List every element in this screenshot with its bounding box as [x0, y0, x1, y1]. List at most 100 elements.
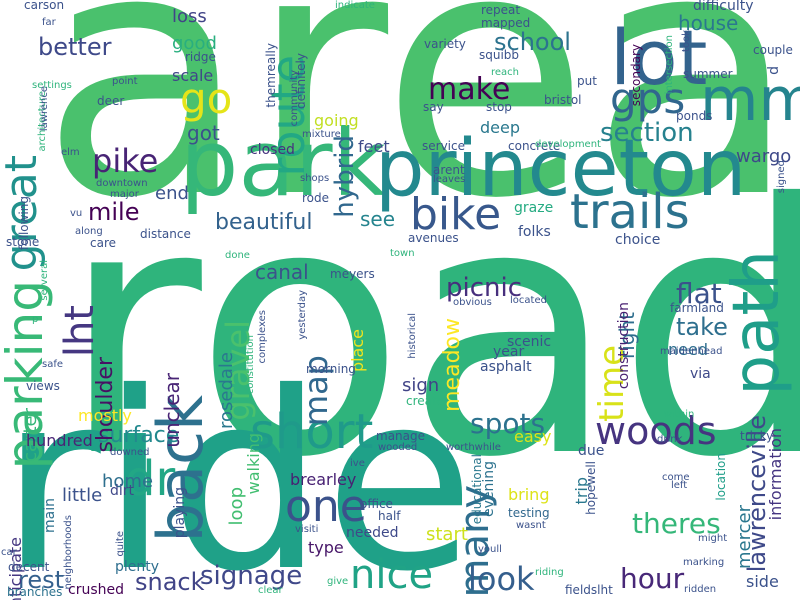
- word-marking: marking: [683, 557, 725, 568]
- word-hybrid: hybrid: [330, 135, 360, 218]
- word-far: far: [42, 17, 56, 28]
- word-obvious: obvious: [453, 297, 492, 308]
- word-neighborhoods: neighborhoods: [63, 515, 74, 590]
- word-vu: vu: [70, 208, 83, 219]
- word-half: half: [378, 509, 401, 523]
- word-mile: mile: [88, 198, 140, 226]
- word-mapped: mapped: [481, 16, 531, 30]
- word-riding: riding: [535, 567, 564, 578]
- word-car: car: [1, 547, 17, 558]
- word-branches: branches: [7, 585, 63, 599]
- word-might: might: [698, 533, 728, 544]
- word-beautiful: beautiful: [215, 210, 313, 235]
- word-rode: rode: [302, 191, 330, 205]
- word-need: need: [668, 340, 708, 359]
- word-intersection: intersection: [664, 35, 675, 95]
- word-come: come: [662, 472, 690, 483]
- word-brearley: brearley: [290, 470, 357, 489]
- word-indicate: indicate: [335, 0, 375, 11]
- word-park: park: [180, 110, 386, 217]
- word-year: year: [493, 344, 525, 360]
- word-wooded: wooded: [378, 442, 418, 453]
- word-point: point: [112, 76, 138, 87]
- word-along: along: [75, 226, 103, 237]
- word-morning: morning: [306, 362, 356, 376]
- word-construction: construction: [616, 302, 632, 390]
- word-main: main: [42, 498, 58, 533]
- word-path: path: [720, 250, 794, 396]
- word-major: major: [110, 189, 139, 200]
- word-youll: youll: [478, 544, 502, 555]
- word-take: take: [676, 313, 728, 341]
- word-wasnt: wasnt: [516, 520, 546, 531]
- word-constitution: constitution: [245, 335, 256, 395]
- word-downtown: downtown: [96, 178, 148, 189]
- word-start: start: [426, 524, 468, 545]
- word-road: road: [60, 132, 800, 533]
- word-look: look: [468, 560, 535, 598]
- word-visiti: visiti: [295, 524, 319, 535]
- word-signage: signage: [200, 561, 303, 591]
- word-repeat: repeat: [481, 3, 521, 17]
- word-carson: carson: [24, 0, 65, 12]
- word-make: make: [428, 72, 511, 107]
- word-wargo: wargo: [736, 146, 792, 167]
- word-easy: easy: [514, 427, 552, 446]
- word-pike: pike: [92, 142, 159, 180]
- word-signed: signed: [776, 160, 787, 194]
- word-stone: stone: [6, 235, 40, 249]
- word-downed: downed: [110, 447, 150, 458]
- word-area: area: [40, 0, 799, 273]
- word-feet: feet: [358, 137, 390, 156]
- word-ridden: ridden: [684, 584, 717, 595]
- word-unclear: unclear: [160, 373, 184, 448]
- word-difficulty: difficulty: [693, 0, 754, 14]
- word-maidenhead: maidenhead: [660, 346, 723, 357]
- word-dirt: dirt: [110, 483, 135, 499]
- word-spots: spots: [470, 407, 546, 440]
- word-say: say: [423, 100, 444, 114]
- word-themreally: themreally: [264, 43, 278, 108]
- word-drink: drink: [657, 434, 683, 445]
- word-princeton: princeton: [375, 124, 747, 214]
- word-hopewell: hopewell: [584, 461, 598, 515]
- word-mercer: mercer: [734, 505, 755, 569]
- word-plenty: plenty: [115, 559, 160, 575]
- word-theres: theres: [632, 507, 721, 540]
- word-lot: lot: [610, 13, 708, 102]
- word-settings: settings: [32, 80, 72, 91]
- word-bring: bring: [508, 485, 550, 504]
- word-loss: loss: [172, 6, 207, 27]
- word-deer: deer: [97, 94, 125, 108]
- word-views: views: [26, 379, 60, 393]
- word-development: development: [535, 139, 601, 150]
- word-graze: graze: [514, 200, 554, 216]
- word-lht: lht: [57, 305, 103, 358]
- word-surface: surface: [98, 423, 180, 448]
- word-historical: historical: [407, 313, 418, 359]
- word-trails: trails: [570, 184, 690, 240]
- word-yesterday: yesterday: [297, 290, 308, 340]
- word-farmland: farmland: [670, 301, 724, 315]
- word-scale: scale: [172, 66, 214, 85]
- word-shoulder: shoulder: [93, 357, 118, 453]
- word-town: town: [390, 248, 415, 259]
- word-needed: needed: [346, 525, 399, 541]
- word-shops: shops: [300, 173, 330, 184]
- word-meadow: meadow: [440, 318, 465, 412]
- word-side: side: [746, 572, 779, 591]
- word-squibb: squibb: [479, 48, 520, 62]
- word-secondary: secondary: [629, 44, 643, 107]
- word-clear: clear: [258, 585, 283, 596]
- word-go: go: [180, 74, 233, 123]
- word-p: p: [32, 314, 39, 325]
- word-one: one: [285, 481, 367, 532]
- word-office: office: [360, 497, 393, 511]
- word-summer: summer: [683, 67, 733, 81]
- word-arent: arent: [433, 163, 465, 177]
- word-rosedale: rosedale: [216, 352, 237, 430]
- word-hundred: hundred: [26, 431, 93, 450]
- word-due: due: [578, 443, 605, 459]
- word-end: end: [155, 183, 189, 204]
